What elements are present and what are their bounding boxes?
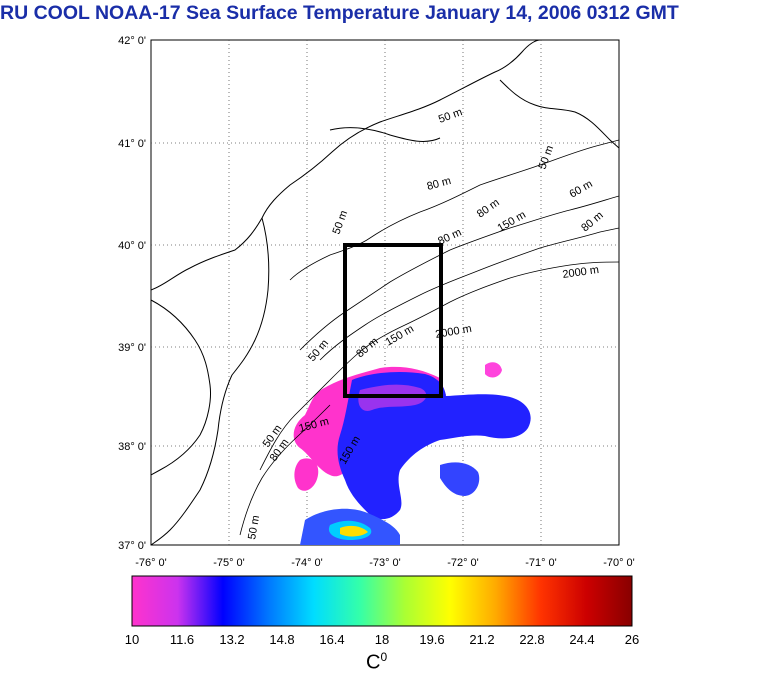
longitude-label: -74° 0' <box>291 557 323 569</box>
colorbar-tick-label: 24.4 <box>569 632 594 647</box>
sst-blob-yellow <box>340 525 368 537</box>
colorbar-units: C0 <box>366 650 387 675</box>
latitude-labels: 42° 0' 41° 0' 40° 0' 39° 0' 38° 0' 37° 0' <box>118 35 146 552</box>
latitude-label: 40° 0' <box>118 240 146 252</box>
latitude-label: 39° 0' <box>118 342 146 354</box>
colorbar-tick-label: 14.8 <box>269 632 294 647</box>
sst-blob-blue-main <box>337 372 531 520</box>
colorbar-tick-label: 18 <box>375 632 389 647</box>
colorbar <box>131 575 633 627</box>
latitude-label: 38° 0' <box>118 441 146 453</box>
longitude-label: -75° 0' <box>213 557 245 569</box>
study-area-box <box>343 243 443 398</box>
contour-label: 2000 m <box>562 264 600 281</box>
colorbar-tick-label: 16.4 <box>319 632 344 647</box>
longitude-label: -73° 0' <box>369 557 401 569</box>
colorbar-tick-label: 21.2 <box>469 632 494 647</box>
coastline <box>151 40 619 545</box>
units-sup: 0 <box>380 650 388 664</box>
longitude-label: -70° 0' <box>603 557 635 569</box>
contour-label: 50 m <box>246 514 262 540</box>
units-base: C <box>366 651 381 674</box>
colorbar-tick-label: 10 <box>125 632 139 647</box>
longitude-labels: -76° 0' -75° 0' -74° 0' -73° 0' -72° 0' -71° … <box>135 557 635 569</box>
colorbar-tick-label: 11.6 <box>170 632 194 647</box>
latitude-label: 37° 0' <box>118 540 146 552</box>
longitude-label: -76° 0' <box>135 557 167 569</box>
sst-blob-blue-east <box>440 462 480 496</box>
longitude-label: -71° 0' <box>525 557 557 569</box>
colorbar-tick-label: 13.2 <box>219 632 244 647</box>
colorbar-tick-label: 26 <box>625 632 639 647</box>
latitude-label: 42° 0' <box>118 35 146 47</box>
sst-data <box>293 362 531 545</box>
longitude-label: -72° 0' <box>447 557 479 569</box>
latitude-label: 41° 0' <box>118 138 146 150</box>
sst-blob-speckle <box>485 362 502 378</box>
colorbar-tick-label: 19.6 <box>419 632 444 647</box>
map-title: RU COOL NOAA-17 Sea Surface Temperature … <box>0 2 679 24</box>
colorbar-tick-label: 22.8 <box>519 632 544 647</box>
sst-blob-magenta-south <box>294 458 319 491</box>
colorbar-ticks: 10 11.6 13.2 14.8 16.4 18 19.6 21.2 22.8 24.4 26 <box>125 632 639 647</box>
